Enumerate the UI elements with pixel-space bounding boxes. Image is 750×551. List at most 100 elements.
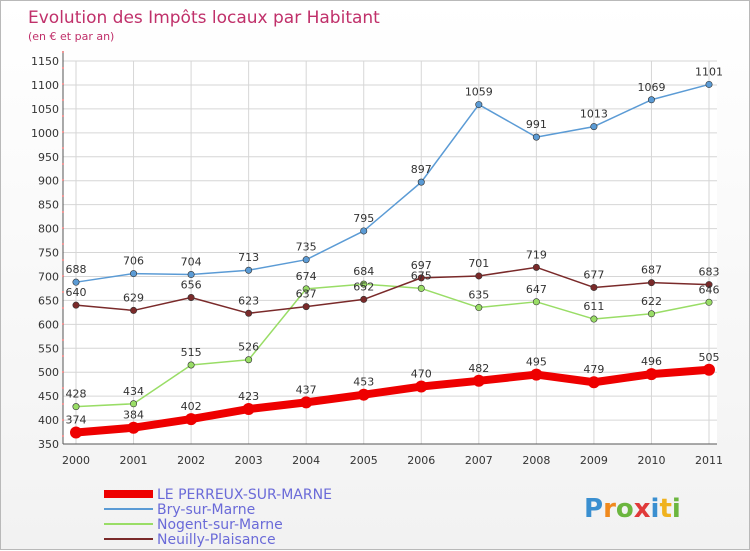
data-label: 629	[123, 291, 144, 304]
data-label: 1069	[637, 81, 665, 94]
y-tick-label: 550	[38, 342, 59, 355]
data-label: 526	[238, 341, 259, 354]
data-point	[417, 178, 425, 186]
data-point	[530, 368, 543, 381]
data-point	[185, 413, 198, 426]
y-tick-label: 1150	[31, 55, 59, 68]
data-point	[705, 298, 713, 306]
legend-item-label: Bry-sur-Marne	[157, 502, 255, 518]
series-line-nogent-sur-marne	[75, 283, 710, 408]
data-label: 428	[66, 388, 87, 401]
data-label: 384	[123, 409, 144, 422]
x-tick-label: 2010	[637, 454, 665, 467]
y-tick-label: 800	[38, 223, 59, 236]
proxiti-logo: Proxiti	[584, 494, 681, 524]
data-point	[645, 368, 658, 381]
x-tick-label: 2003	[235, 454, 263, 467]
data-label: 646	[699, 283, 720, 296]
data-point	[415, 380, 428, 393]
data-label: 687	[641, 264, 662, 277]
x-tick-label: 2004	[292, 454, 320, 467]
data-label: 688	[66, 263, 87, 276]
data-label: 656	[181, 279, 202, 292]
y-tick-label: 700	[38, 270, 59, 283]
data-label: 374	[66, 414, 87, 427]
data-point	[70, 426, 82, 439]
series-line-le-perreux-sur-marne	[72, 365, 713, 437]
data-point	[705, 281, 713, 289]
data-point	[532, 133, 540, 141]
series-line-neuilly-plaisance	[75, 266, 710, 315]
y-tick-label: 1050	[31, 103, 59, 116]
data-point	[590, 315, 598, 323]
x-tick-label: 2002	[177, 454, 205, 467]
data-point	[302, 303, 310, 311]
y-tick-label: 600	[38, 318, 59, 331]
data-point	[130, 306, 138, 314]
data-labels: 688 706 704 713 735 795 897 1059 991 1013 1069 1101…	[66, 65, 724, 426]
y-tick-label: 450	[38, 390, 59, 403]
data-label: 640	[66, 286, 87, 299]
data-label: 652	[353, 280, 374, 293]
data-label: 719	[526, 248, 547, 261]
legend-item-label: Nogent-sur-Marne	[157, 517, 283, 533]
data-point	[245, 356, 253, 364]
x-tick-label: 2001	[120, 454, 148, 467]
x-tick-label: 2011	[695, 454, 723, 467]
data-point	[72, 301, 80, 309]
grid-lines	[63, 60, 717, 445]
data-point	[590, 123, 598, 131]
data-point	[130, 400, 138, 408]
x-tick-label: 2007	[465, 454, 493, 467]
data-label: 897	[411, 163, 432, 176]
y-tick-label: 850	[38, 199, 59, 212]
y-tick-label: 500	[38, 366, 59, 379]
x-tick-label: 2000	[62, 454, 90, 467]
y-tick-label: 900	[38, 175, 59, 188]
data-point	[703, 363, 715, 376]
data-point	[360, 295, 368, 303]
y-tick-label: 1100	[31, 79, 59, 92]
chart-title: Evolution des Impôts locaux par Habitant	[28, 8, 380, 28]
data-point	[357, 388, 370, 401]
data-label: 495	[526, 356, 547, 369]
data-label: 697	[411, 259, 432, 272]
data-point	[532, 263, 540, 271]
x-tick-label: 2008	[522, 454, 550, 467]
legend-item-label: LE PERREUX-SUR-MARNE	[157, 487, 332, 503]
data-label: 402	[181, 400, 202, 413]
data-point	[417, 284, 425, 292]
data-label: 611	[583, 300, 604, 313]
y-tick-label: 650	[38, 294, 59, 307]
data-label: 674	[296, 270, 317, 283]
data-label: 505	[699, 351, 720, 364]
chart-subtitle: (en € et par an)	[28, 30, 114, 43]
x-tick-label: 2005	[350, 454, 378, 467]
y-tick-label: 750	[38, 247, 59, 260]
data-label: 622	[641, 295, 662, 308]
data-point	[72, 403, 80, 411]
data-point	[647, 96, 655, 104]
data-point	[590, 283, 598, 291]
data-point	[647, 279, 655, 287]
data-label: 635	[468, 289, 489, 302]
data-label: 683	[699, 266, 720, 279]
data-point	[187, 271, 195, 279]
data-label: 701	[468, 257, 489, 270]
data-label: 437	[296, 383, 317, 396]
data-label: 1101	[695, 65, 723, 78]
data-point	[245, 309, 253, 317]
data-point	[647, 310, 655, 318]
data-point	[127, 421, 140, 434]
data-point	[360, 227, 368, 235]
x-tick-label: 2006	[407, 454, 435, 467]
data-point	[242, 403, 255, 416]
y-tick-label: 400	[38, 414, 59, 427]
data-label: 677	[583, 268, 604, 281]
data-label: 706	[123, 255, 144, 268]
data-point	[187, 361, 195, 369]
data-label: 453	[353, 376, 374, 389]
data-label: 434	[123, 385, 144, 398]
y-tick-label: 1000	[31, 127, 59, 140]
